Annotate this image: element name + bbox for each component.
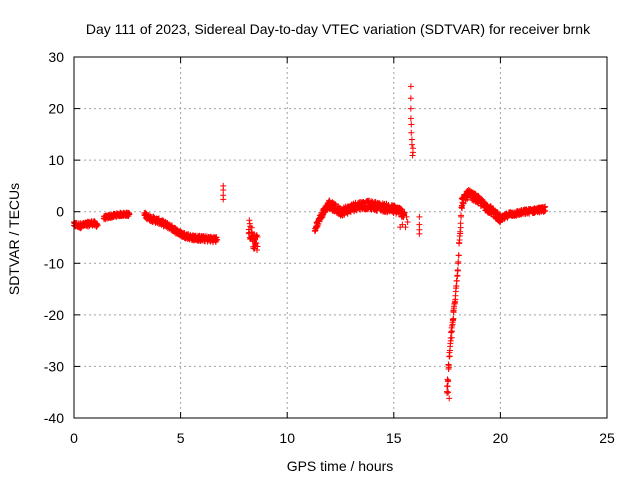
tick-marks — [73, 56, 608, 419]
data-point — [93, 221, 100, 228]
data-point — [453, 277, 460, 284]
data-point — [407, 95, 414, 102]
data-point — [397, 224, 404, 231]
y-tick-label: -40 — [44, 410, 64, 426]
data-point — [457, 224, 464, 231]
data-point — [403, 213, 410, 220]
data-point — [455, 260, 462, 267]
x-tick-label: 0 — [70, 430, 78, 446]
data-point — [455, 252, 462, 259]
data-point — [408, 129, 415, 136]
data-point — [416, 213, 423, 220]
data-point — [407, 115, 414, 122]
plot-frame — [73, 56, 608, 419]
data-point — [450, 315, 457, 322]
data-point — [452, 296, 459, 303]
data-point — [446, 395, 453, 402]
y-axis-title: SDTVAR / TECUs — [6, 183, 22, 295]
data-point — [126, 211, 133, 218]
data-point — [452, 288, 459, 295]
data-point — [445, 378, 452, 385]
data-point — [248, 224, 255, 231]
x-tick-label: 20 — [493, 430, 509, 446]
x-axis-title: GPS time / hours — [287, 458, 394, 474]
data-point — [220, 187, 227, 194]
data-point — [454, 273, 461, 280]
data-point — [253, 240, 260, 247]
data-point — [459, 205, 466, 212]
data-point — [453, 283, 460, 290]
data-point — [448, 334, 455, 341]
tick-labels: 0 5 10 15 20 25 -40 -30 -20 -10 0 10 20 30 — [44, 49, 615, 446]
data-point — [459, 199, 466, 206]
data-point — [540, 204, 547, 211]
data-point — [416, 230, 423, 237]
data-point — [254, 243, 261, 250]
data-point — [444, 388, 451, 395]
data-point — [446, 353, 453, 360]
x-tick-label: 10 — [279, 430, 295, 446]
data-point — [407, 105, 414, 112]
data-point — [408, 136, 415, 143]
data-point — [445, 362, 452, 369]
y-tick-label: -20 — [44, 307, 64, 323]
data-point — [408, 121, 415, 128]
data-point — [457, 230, 464, 237]
data-point — [408, 141, 415, 148]
data-point — [454, 267, 461, 274]
y-tick-label: 10 — [48, 152, 64, 168]
data-point — [416, 221, 423, 228]
y-tick-label: -30 — [44, 358, 64, 374]
data-points — [71, 83, 549, 402]
data-point — [220, 196, 227, 203]
data-point — [247, 223, 254, 230]
data-point — [542, 203, 549, 210]
data-point — [401, 210, 408, 217]
data-point — [447, 337, 454, 344]
data-point — [451, 300, 458, 307]
grid-layer — [74, 57, 607, 418]
x-tick-label: 25 — [599, 430, 615, 446]
data-point — [94, 221, 101, 228]
data-point — [456, 237, 463, 244]
data-point — [213, 236, 220, 243]
data-point — [407, 83, 414, 90]
data-point — [402, 224, 409, 231]
y-tick-label: -10 — [44, 255, 64, 271]
data-point — [398, 206, 405, 213]
x-tick-label: 5 — [177, 430, 185, 446]
data-point — [404, 219, 411, 226]
y-tick-label: 0 — [56, 204, 64, 220]
y-tick-label: 30 — [48, 49, 64, 65]
chart-title: Day 111 of 2023, Sidereal Day-to-day VTE… — [86, 21, 591, 37]
y-tick-label: 20 — [48, 101, 64, 117]
data-point — [458, 213, 465, 220]
data-point — [460, 200, 467, 207]
data-point — [444, 383, 451, 390]
data-point — [445, 389, 452, 396]
data-point — [254, 234, 261, 241]
data-point — [449, 328, 456, 335]
data-point — [409, 152, 416, 159]
data-point — [316, 218, 323, 225]
x-tick-label: 15 — [386, 430, 402, 446]
